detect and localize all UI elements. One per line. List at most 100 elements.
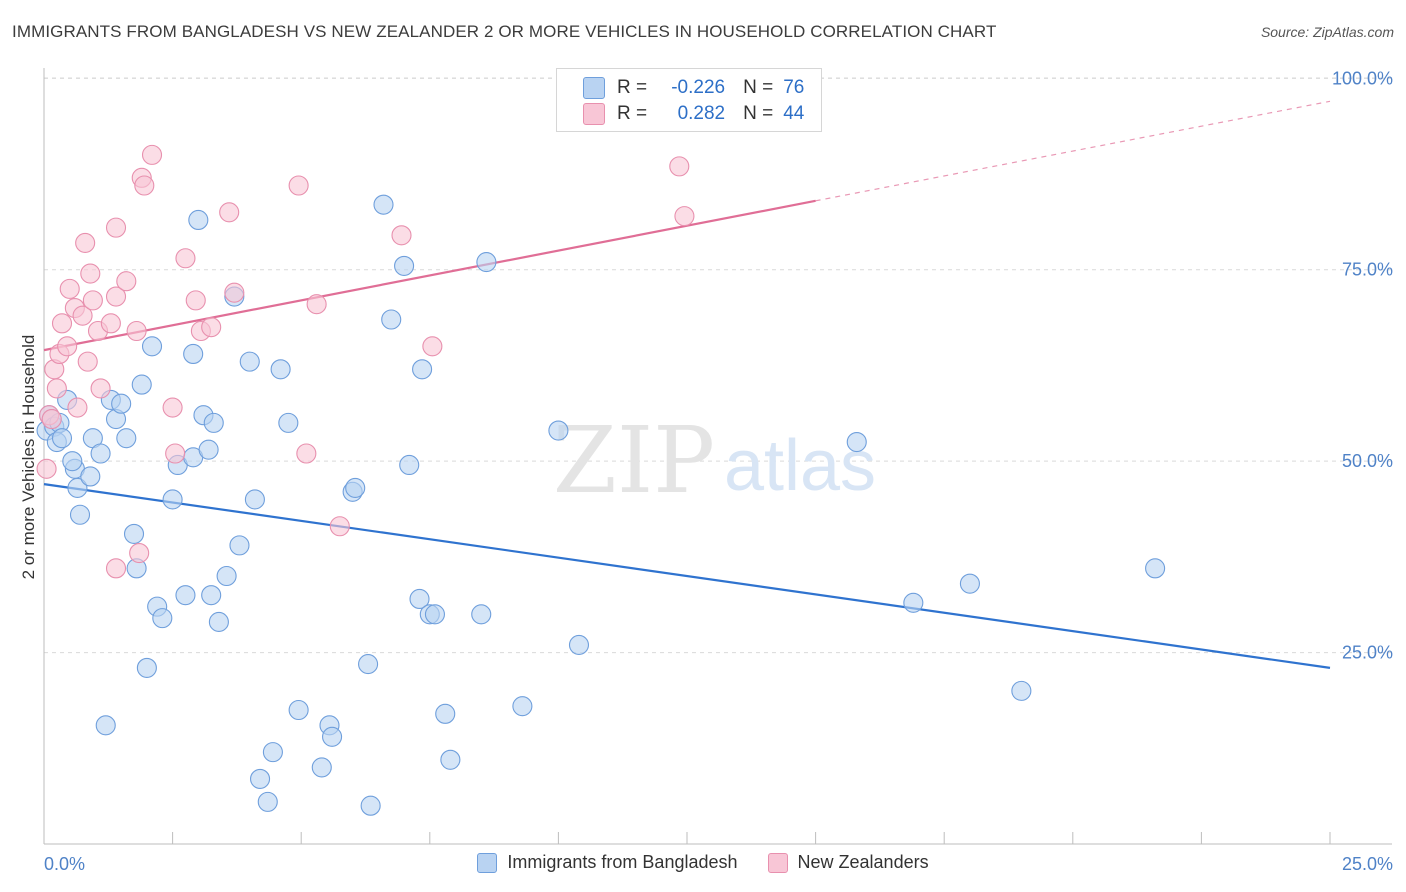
legend-label: Immigrants from Bangladesh: [507, 852, 738, 872]
data-point: [201, 585, 222, 606]
data-point: [422, 336, 443, 357]
data-point: [329, 516, 350, 537]
data-point: [141, 144, 163, 165]
legend-item-newzealanders: New Zealanders: [767, 852, 929, 873]
data-point: [131, 374, 152, 395]
data-point: [435, 703, 456, 724]
axes: [43, 68, 1392, 845]
x-tick-label: 25.0%: [1342, 854, 1393, 874]
stats-row-newzealanders: R = 0.282 N = 44: [583, 102, 804, 126]
pink-swatch: [583, 103, 605, 125]
data-point: [152, 608, 173, 629]
blue-swatch: [583, 77, 605, 99]
data-point: [903, 592, 924, 613]
data-point: [257, 791, 278, 812]
stats-row-bangladesh: R = -0.226 N = 76: [583, 76, 804, 100]
r-label: R =: [617, 103, 648, 124]
data-point: [381, 309, 402, 330]
data-point: [57, 336, 78, 357]
watermark: ZIP atlas: [553, 407, 876, 514]
data-point: [126, 320, 147, 342]
source-credit: Source: ZipAtlas.com: [1260, 24, 1394, 40]
data-point: [105, 217, 127, 238]
data-point: [175, 248, 196, 269]
data-point: [296, 443, 317, 464]
data-point: [134, 175, 155, 196]
data-point: [394, 255, 415, 276]
data-point: [183, 343, 204, 365]
watermark-zip: ZIP: [553, 407, 715, 514]
data-point: [116, 271, 137, 292]
data-point: [959, 573, 980, 594]
data-point: [674, 206, 695, 227]
data-point: [141, 336, 163, 357]
data-point: [424, 604, 445, 625]
data-point: [399, 454, 420, 476]
data-point: [345, 477, 366, 499]
data-point: [409, 588, 430, 610]
data-point: [100, 313, 121, 334]
data-point: [62, 451, 83, 472]
data-point: [288, 175, 309, 196]
data-points: [36, 144, 1166, 816]
data-point: [51, 313, 73, 334]
data-point: [67, 477, 88, 499]
data-point: [568, 634, 590, 655]
y-tick-label: 100.0%: [1332, 68, 1393, 88]
data-point: [216, 565, 237, 587]
data-point: [111, 393, 132, 414]
data-point: [165, 443, 186, 464]
data-point: [440, 749, 461, 770]
data-point: [1145, 558, 1166, 579]
data-point: [512, 696, 533, 717]
r-label: R =: [617, 77, 648, 98]
data-point: [239, 351, 260, 372]
trend-lines: [43, 100, 1331, 669]
data-point: [548, 420, 569, 441]
data-point: [201, 317, 222, 338]
chart-legend: Immigrants from Bangladesh New Zealander…: [0, 852, 1406, 873]
data-point: [80, 466, 101, 487]
trend-line: [43, 483, 1331, 669]
trend-line-extension: [815, 100, 1331, 202]
data-point: [77, 351, 98, 372]
data-point: [360, 795, 381, 816]
data-point: [80, 263, 101, 284]
data-point: [185, 290, 206, 311]
data-point: [244, 489, 265, 510]
chart-title: IMMIGRANTS FROM BANGLADESH VS NEW ZEALAN…: [12, 22, 997, 41]
y-axis-label: 2 or more Vehicles in Household: [19, 335, 38, 580]
data-point: [391, 225, 412, 246]
r-value: -0.226: [671, 77, 726, 98]
n-label: N =: [743, 77, 774, 98]
data-point: [224, 282, 245, 303]
data-point: [116, 428, 137, 449]
trend-line: [43, 199, 816, 352]
data-point: [322, 726, 343, 747]
n-value: 76: [783, 77, 805, 98]
data-point: [105, 558, 127, 579]
data-point: [90, 378, 111, 399]
pink-swatch: [767, 852, 788, 873]
data-point: [208, 611, 229, 633]
n-value: 44: [783, 103, 805, 124]
y-tick-label: 75.0%: [1342, 260, 1393, 280]
data-point: [311, 757, 332, 778]
data-point: [41, 408, 62, 430]
data-point: [175, 585, 196, 606]
data-point: [669, 156, 690, 177]
data-point: [82, 290, 103, 311]
data-point: [105, 286, 127, 307]
data-point: [219, 202, 240, 223]
data-point: [136, 657, 157, 678]
data-point: [306, 294, 327, 315]
data-point: [51, 428, 73, 449]
data-point: [123, 523, 145, 544]
data-point: [476, 252, 497, 273]
y-tick-label: 50.0%: [1342, 451, 1393, 471]
data-point: [36, 458, 57, 479]
data-point: [72, 305, 93, 326]
data-point: [188, 209, 209, 231]
data-point: [162, 489, 183, 510]
